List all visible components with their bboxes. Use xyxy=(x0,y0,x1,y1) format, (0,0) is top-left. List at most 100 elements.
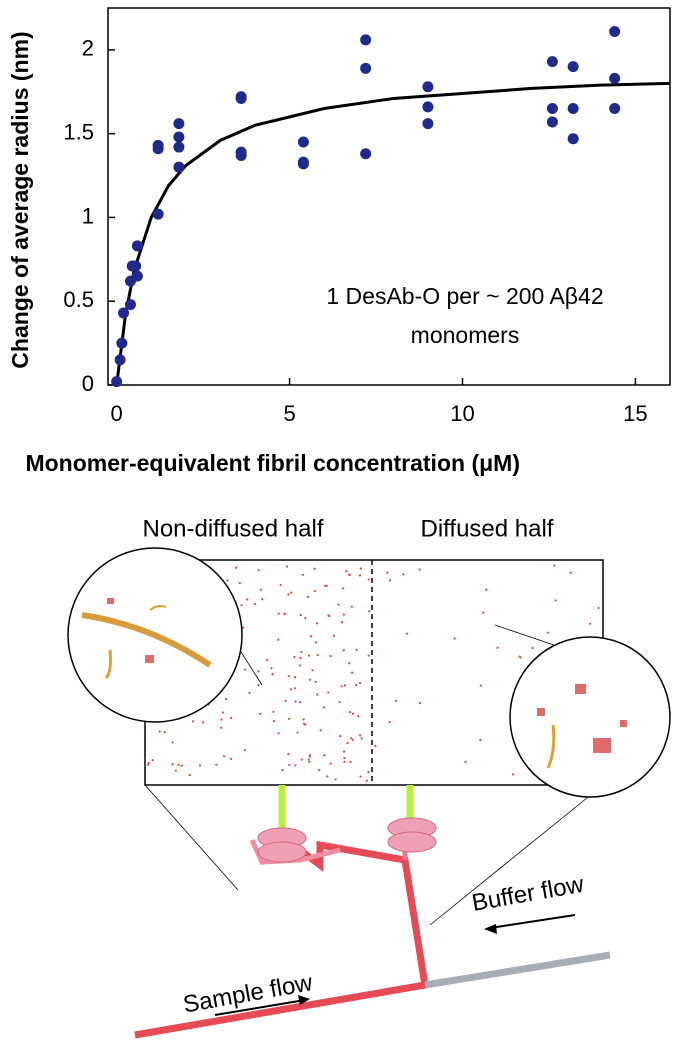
particle xyxy=(340,685,343,688)
particle xyxy=(298,664,301,667)
particle xyxy=(329,654,332,658)
particle xyxy=(180,764,183,767)
particle xyxy=(351,671,354,674)
particle xyxy=(174,769,177,772)
particle xyxy=(313,589,316,593)
data-point xyxy=(546,56,558,68)
fibril xyxy=(546,724,556,769)
particle xyxy=(359,775,362,778)
particle xyxy=(328,614,331,618)
particle xyxy=(343,684,347,687)
particle xyxy=(286,565,289,568)
particle xyxy=(418,702,422,705)
sample-channel xyxy=(134,840,430,1039)
particle xyxy=(358,574,362,577)
particle xyxy=(272,710,275,713)
chamber xyxy=(387,831,437,853)
particle xyxy=(294,700,297,703)
particle xyxy=(359,567,362,570)
y-tick-label: 0 xyxy=(82,371,94,396)
aggregate xyxy=(620,720,627,727)
particle xyxy=(294,764,297,767)
particle xyxy=(229,716,233,720)
particle xyxy=(327,691,330,694)
arrow xyxy=(489,914,576,929)
particle xyxy=(248,691,251,694)
particle xyxy=(171,741,174,744)
particle xyxy=(198,764,202,767)
particle xyxy=(281,769,284,772)
data-point xyxy=(173,141,185,153)
particle xyxy=(308,754,311,757)
data-point xyxy=(111,376,123,388)
particle xyxy=(402,573,405,576)
particle xyxy=(351,738,354,741)
y-tick-label: 2 xyxy=(82,36,94,61)
data-point xyxy=(609,103,621,115)
particle xyxy=(271,673,274,676)
data-point xyxy=(235,146,247,158)
particle xyxy=(345,570,348,573)
particle xyxy=(158,730,161,733)
arrow-head xyxy=(484,924,497,934)
data-point xyxy=(567,103,579,115)
particle xyxy=(388,579,392,582)
y-tick-label: 1 xyxy=(82,203,94,228)
particle xyxy=(299,614,302,617)
particle xyxy=(367,654,370,657)
particle xyxy=(257,670,260,673)
particle xyxy=(511,773,515,776)
particle xyxy=(188,774,191,777)
particle xyxy=(202,721,205,724)
particle xyxy=(554,599,557,602)
x-axis-label: Monomer-equivalent fibril concentration … xyxy=(25,450,520,476)
particle xyxy=(531,646,534,650)
particle xyxy=(244,668,247,671)
particle xyxy=(346,741,349,745)
particle xyxy=(358,734,362,737)
particle xyxy=(283,612,286,616)
annotation: 1 DesAb-O per ~ 200 Aβ42 xyxy=(326,283,603,309)
particle xyxy=(224,698,228,701)
chamber xyxy=(257,841,307,863)
particle xyxy=(222,755,226,758)
particle xyxy=(302,718,305,721)
particle xyxy=(315,622,319,625)
particle xyxy=(307,758,310,761)
particle xyxy=(322,706,325,709)
particle xyxy=(311,669,314,672)
data-point xyxy=(360,62,372,74)
particle xyxy=(277,612,280,615)
particle xyxy=(289,688,293,691)
data-point xyxy=(422,101,434,113)
aggregate xyxy=(145,655,154,663)
aggregate xyxy=(593,738,611,753)
particle xyxy=(323,754,326,757)
data-point xyxy=(546,116,558,128)
particle xyxy=(235,566,238,569)
data-point xyxy=(124,299,136,311)
particle xyxy=(279,583,282,587)
particle xyxy=(265,658,269,662)
particle xyxy=(357,715,360,718)
particle xyxy=(342,613,345,616)
particle xyxy=(301,573,305,576)
fibril xyxy=(149,605,167,611)
zoom-line xyxy=(144,784,239,891)
particle xyxy=(287,752,290,756)
particle xyxy=(257,569,260,572)
particle xyxy=(314,680,317,683)
particle xyxy=(242,626,245,629)
particle xyxy=(339,735,342,738)
data-point xyxy=(422,81,434,93)
particle xyxy=(342,649,345,652)
data-point xyxy=(114,354,126,366)
particle xyxy=(287,593,290,596)
particle xyxy=(293,676,297,679)
particle xyxy=(368,610,371,613)
particle xyxy=(151,759,154,762)
particle xyxy=(342,750,346,753)
particle xyxy=(482,611,485,614)
x-tick-label: 0 xyxy=(111,401,123,426)
